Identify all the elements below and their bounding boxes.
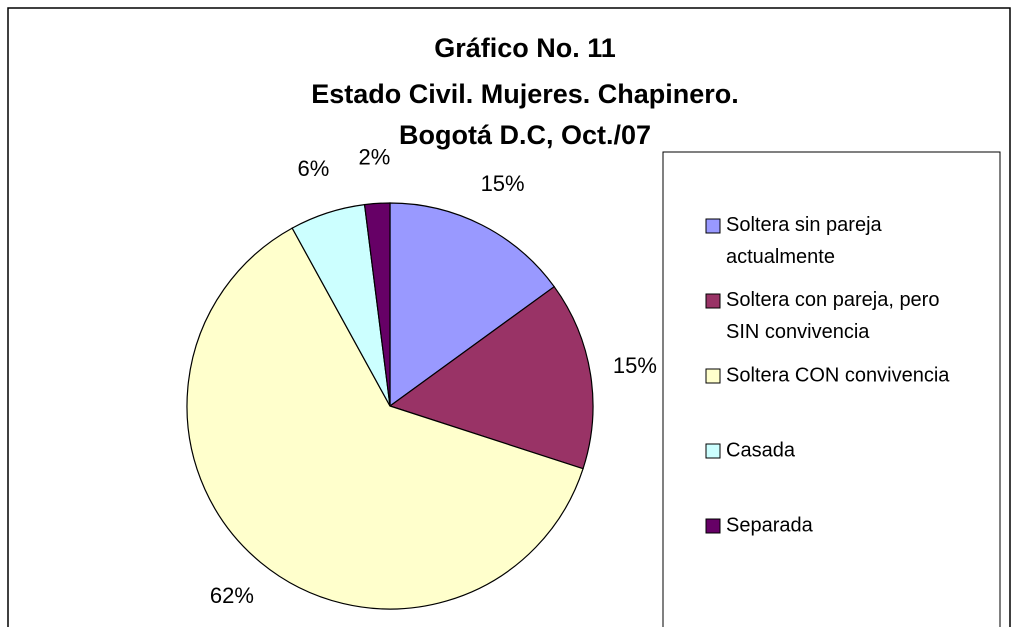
chart-title: Gráfico No. 11 (434, 33, 616, 63)
chart-title: Estado Civil. Mujeres. Chapinero. (311, 79, 739, 109)
pie-slice (363, 202, 391, 407)
legend-label: Separada (726, 514, 814, 536)
data-label: 15% (481, 171, 525, 196)
chart-title: Bogotá D.C, Oct./07 (399, 120, 651, 150)
pie-slice (389, 202, 556, 408)
pie-slice (388, 285, 594, 470)
legend-swatch (705, 368, 721, 384)
legend-label: Soltera con pareja, pero SIN convivencia (726, 289, 939, 343)
legend-line: actualmente (726, 246, 835, 268)
legend-swatch (705, 218, 721, 234)
legend-swatch (705, 443, 721, 459)
legend-line: Soltera sin pareja (726, 214, 883, 236)
legend-label: Soltera sin pareja actualmente (726, 214, 883, 268)
legend-line: SIN convivencia (726, 321, 870, 343)
data-label: 2% (359, 144, 391, 169)
legend-line: Soltera con pareja, pero (726, 289, 939, 311)
data-label: 6% (297, 156, 329, 181)
pie-slice (186, 227, 584, 610)
legend-label: Casada (726, 439, 796, 461)
legend-label: Soltera CON convivencia (726, 364, 950, 386)
legend-swatch (705, 518, 721, 534)
data-label: 62% (210, 583, 254, 608)
data-label: 15% (613, 353, 657, 378)
legend-swatch (705, 293, 721, 309)
